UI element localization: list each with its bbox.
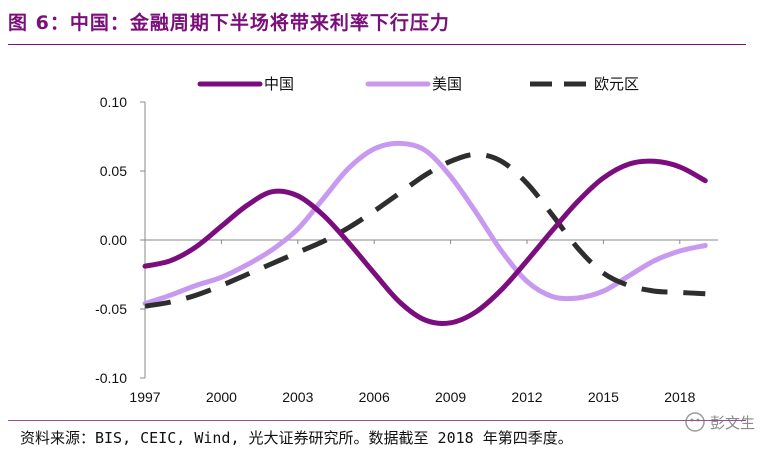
watermark-text: 彭文生 xyxy=(710,414,755,432)
source-note: 资料来源：BIS, CEIC, Wind, 光大证券研究所。数据截至 2018 … xyxy=(20,429,573,447)
y-tick-label: 0.10 xyxy=(100,94,127,110)
wechat-icon xyxy=(685,412,705,432)
figure-title: 图 6：中国：金融周期下半场将带来利率下行压力 xyxy=(8,12,450,34)
series-layer xyxy=(142,140,708,326)
x-tick-label: 2003 xyxy=(282,389,313,405)
x-tick-label: 2018 xyxy=(664,389,695,405)
x-tick-label: 2000 xyxy=(206,389,237,405)
legend-label-china: 中国 xyxy=(264,75,294,93)
y-tick-label: -0.10 xyxy=(95,370,127,386)
legend-label-euro: 欧元区 xyxy=(594,75,639,93)
legend: 中国 美国 欧元区 xyxy=(197,75,639,93)
footer-divider xyxy=(8,420,746,421)
y-tick-label: -0.05 xyxy=(95,301,127,317)
x-tick-label: 2012 xyxy=(511,389,542,405)
x-tick-label: 1997 xyxy=(129,389,160,405)
y-tick-label: 0.00 xyxy=(100,232,127,248)
legend-label-usa: 美国 xyxy=(432,75,462,93)
series-line-china xyxy=(142,158,708,326)
series-line-euro xyxy=(144,151,706,309)
series-line-usa xyxy=(142,140,708,306)
x-tick-label: 2006 xyxy=(359,389,390,405)
watermark: 彭文生 xyxy=(685,412,755,432)
title-divider xyxy=(8,44,746,45)
y-tick-label: 0.05 xyxy=(100,163,127,179)
x-tick-label: 2015 xyxy=(588,389,619,405)
x-tick-label: 2009 xyxy=(435,389,466,405)
